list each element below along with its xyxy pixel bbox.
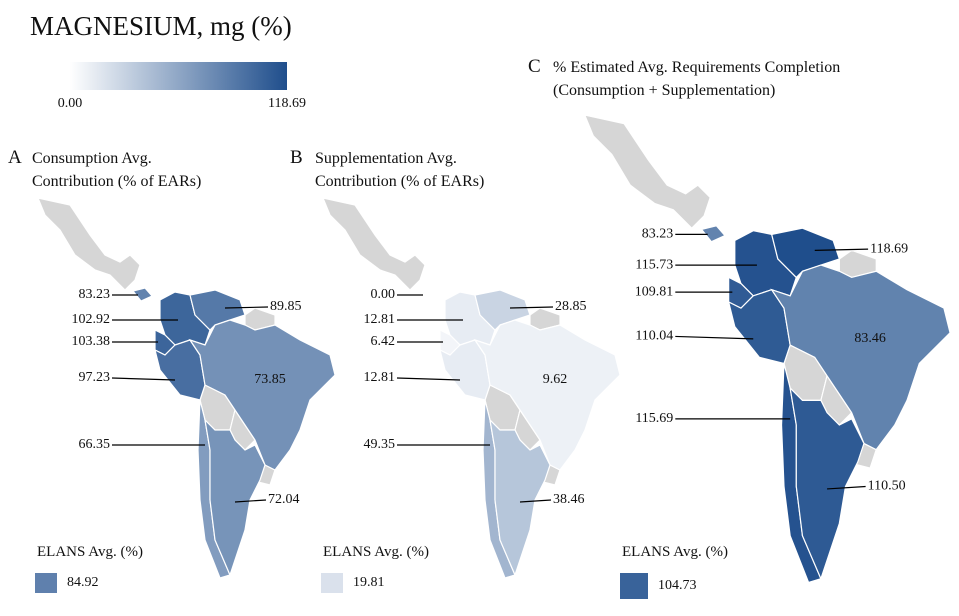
country: [188, 319, 336, 471]
value-label: 110.04: [635, 329, 673, 344]
country: [770, 264, 951, 451]
scale-tick-label: 118.69: [268, 96, 306, 111]
country: [489, 418, 551, 577]
map-panel: B Supplementation Avg. Contribution (% of …: [290, 147, 621, 593]
leader-line: [111, 377, 176, 381]
value-label: 83.46: [854, 331, 886, 346]
value-label: 73.85: [254, 372, 286, 387]
avg-swatch: [321, 573, 343, 593]
value-label: 0.00: [371, 287, 396, 302]
leader-line: [234, 499, 267, 503]
country: [473, 319, 621, 471]
value-label: 115.73: [635, 257, 673, 272]
country-no-data: [583, 114, 711, 230]
leader-line: [519, 499, 552, 503]
value-label: 97.23: [79, 370, 111, 385]
leader-line: [509, 306, 554, 309]
color-scale: [70, 62, 287, 90]
value-label: 38.46: [553, 492, 585, 507]
scale-tick-label: 0.00: [58, 96, 83, 111]
panel-letter: B: [290, 147, 303, 168]
country-no-data: [322, 197, 426, 291]
value-label: 49.35: [364, 437, 396, 452]
value-label: 89.85: [270, 299, 302, 314]
avg-swatch: [35, 573, 57, 593]
avg-value: 104.73: [658, 578, 697, 593]
value-label: 115.69: [635, 411, 673, 426]
value-label: 12.81: [364, 312, 396, 327]
value-label: 9.62: [543, 372, 568, 387]
map-panel: A Consumption Avg. Contribution (% of EARs…: [8, 147, 336, 593]
value-label: 83.23: [79, 287, 111, 302]
value-label: 28.85: [555, 299, 587, 314]
country: [789, 386, 865, 581]
avg-value: 84.92: [67, 575, 99, 590]
leader-line: [827, 485, 866, 490]
leader-line: [396, 377, 461, 381]
map-panel: C % Estimated Avg. Requirements Completio…: [528, 56, 951, 599]
country: [204, 418, 266, 577]
value-label: 102.92: [72, 312, 111, 327]
value-label: 110.50: [868, 479, 906, 494]
figure-title: MAGNESIUM, mg (%): [30, 11, 292, 41]
value-label: 118.69: [870, 241, 908, 256]
legend-label: ELANS Avg. (%): [37, 544, 143, 560]
value-label: 72.04: [268, 492, 300, 507]
leader-line: [224, 306, 269, 309]
avg-value: 19.81: [353, 575, 385, 590]
panel-title: % Estimated Avg. Requirements Completion: [553, 59, 840, 76]
value-label: 103.38: [72, 334, 111, 349]
value-label: 6.42: [371, 334, 396, 349]
value-label: 109.81: [635, 284, 674, 299]
panel-letter: C: [528, 56, 541, 77]
leader-line: [814, 248, 869, 251]
leader-line: [675, 335, 754, 340]
panel-title: (Consumption + Supplementation): [553, 82, 775, 99]
panel-title: Contribution (% of EARs): [315, 173, 484, 190]
avg-swatch: [620, 573, 648, 599]
value-label: 83.23: [642, 227, 674, 242]
country: [700, 225, 726, 243]
panel-title: Contribution (% of EARs): [32, 173, 201, 190]
country-no-data: [37, 197, 141, 291]
country: [416, 287, 438, 302]
panel-letter: A: [8, 147, 22, 168]
legend-label: ELANS Avg. (%): [323, 544, 429, 560]
legend-label: ELANS Avg. (%): [622, 544, 728, 560]
country: [131, 287, 153, 302]
panel-title: Consumption Avg.: [32, 150, 152, 167]
value-label: 12.81: [364, 370, 396, 385]
value-label: 66.35: [79, 437, 111, 452]
panel-title: Supplementation Avg.: [315, 150, 457, 167]
